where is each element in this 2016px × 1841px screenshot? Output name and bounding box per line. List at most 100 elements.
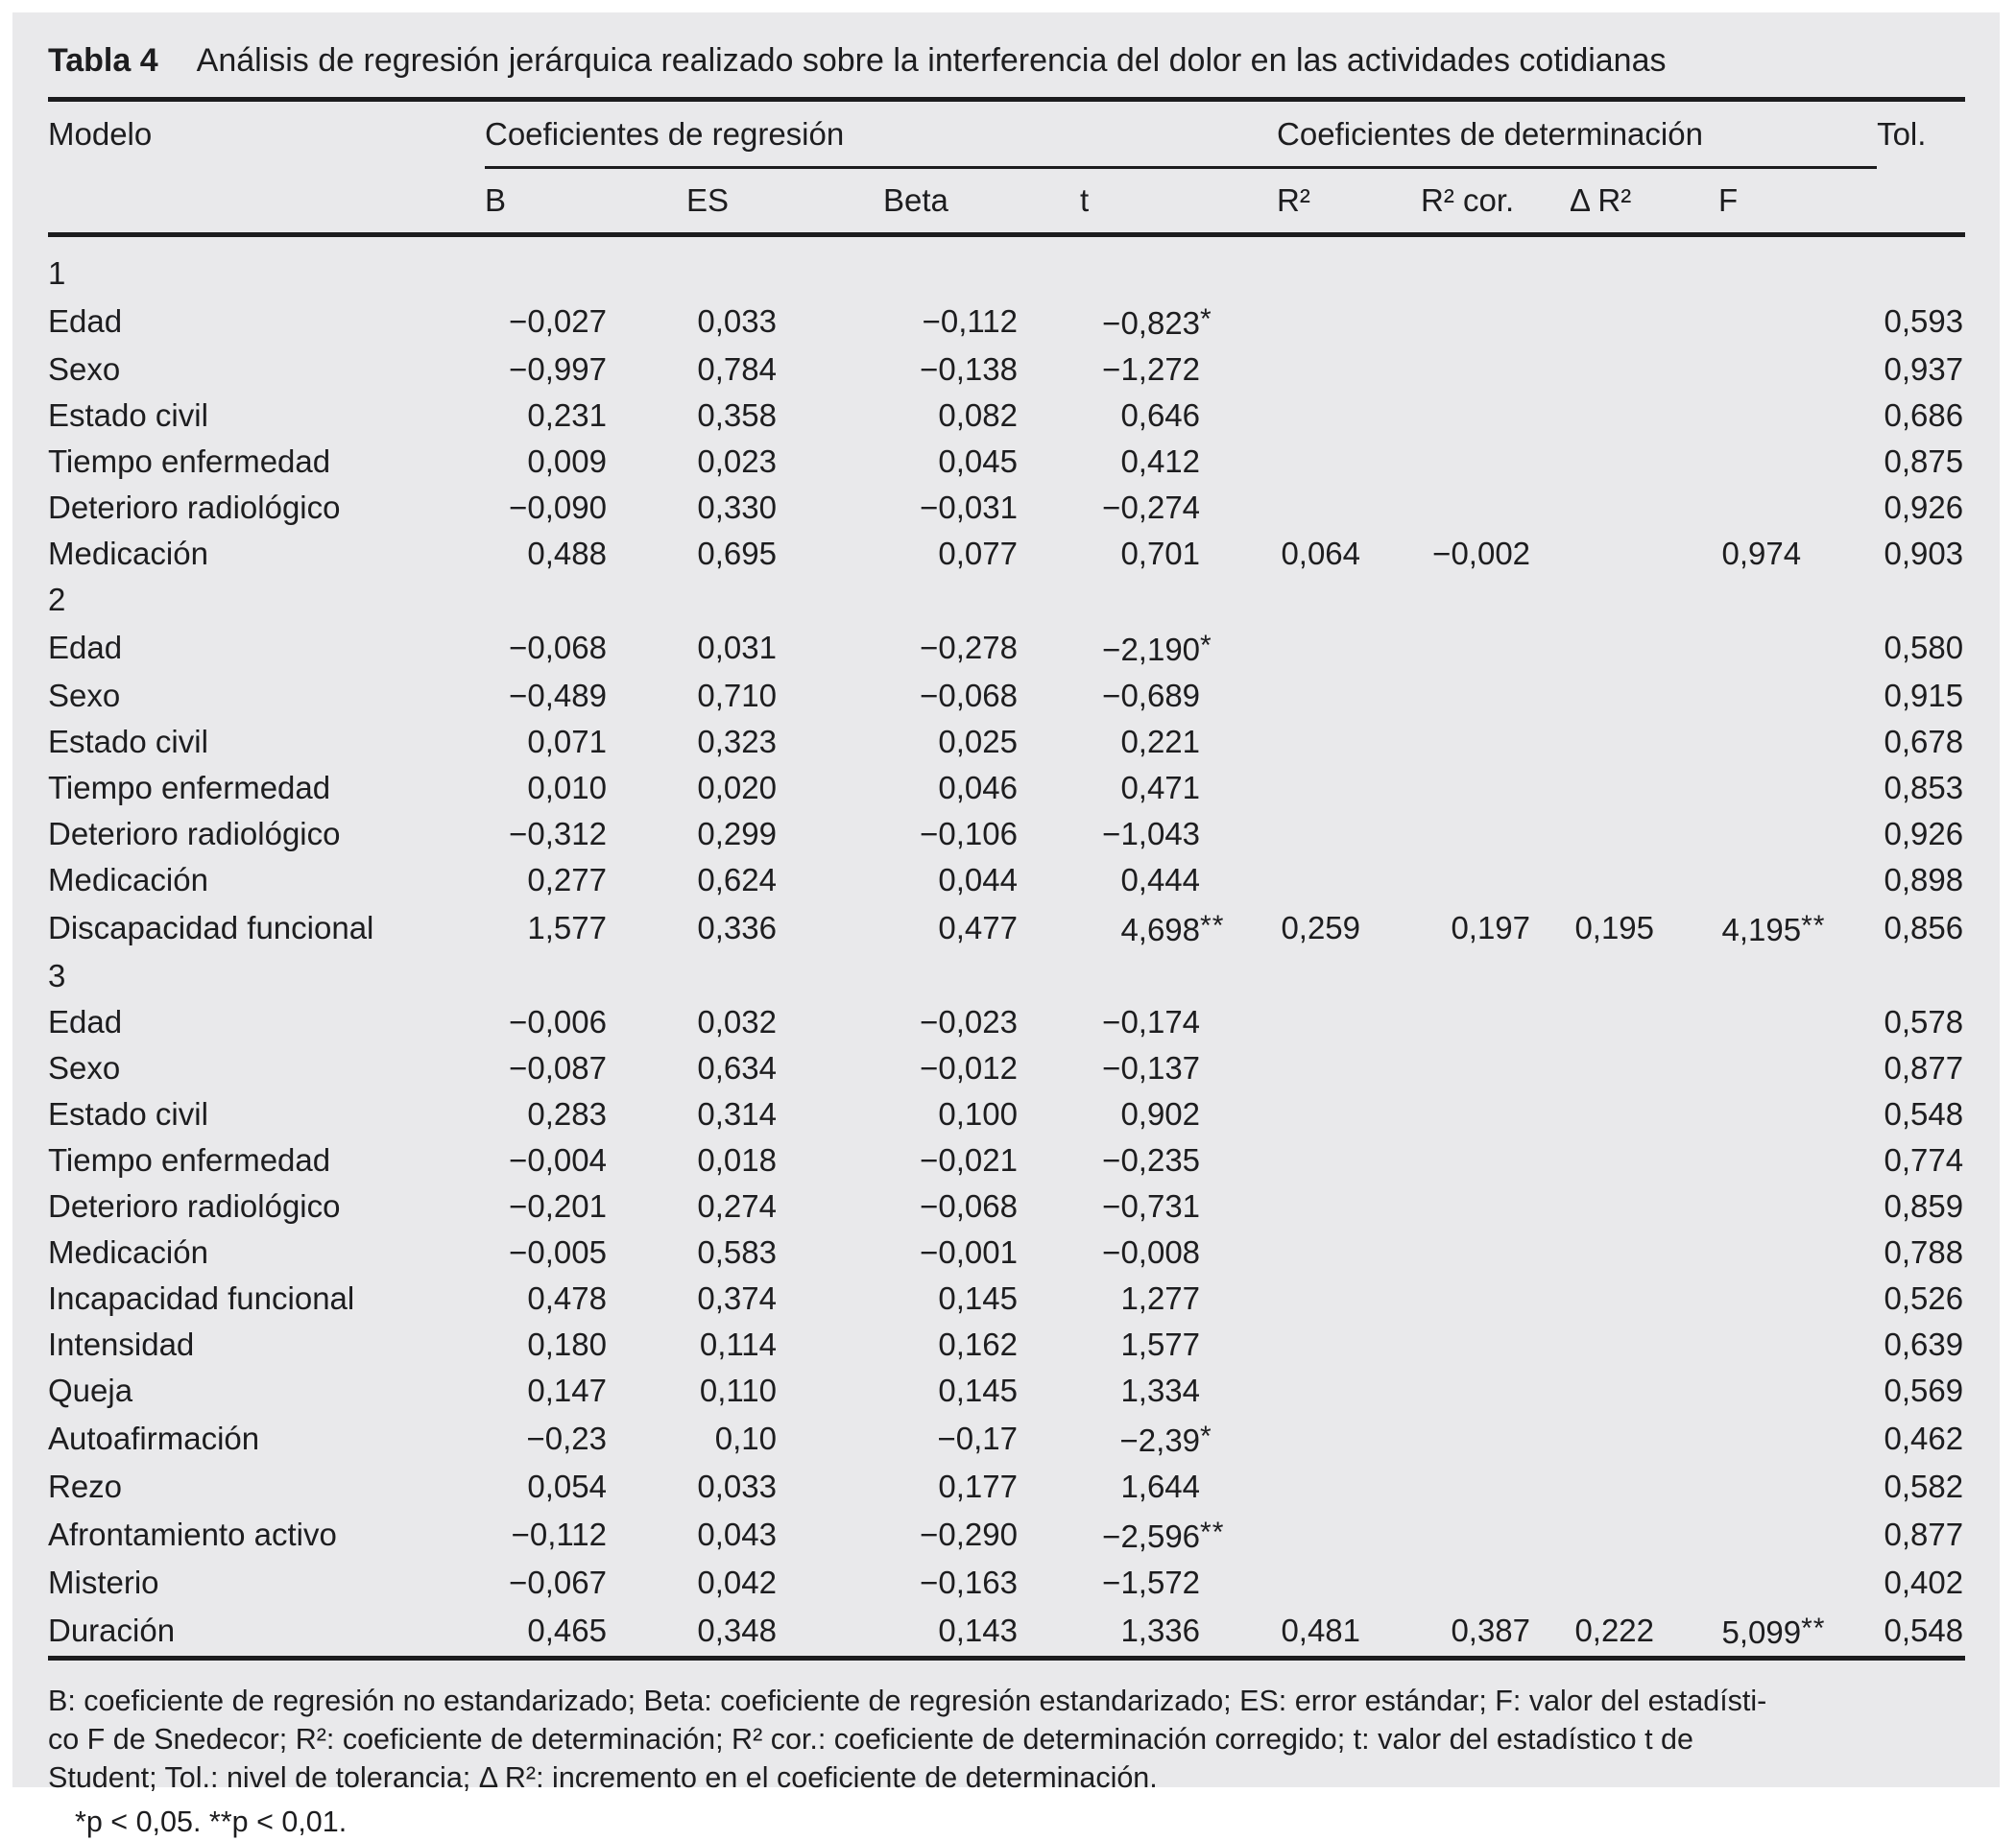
column-header-es: ES (686, 167, 883, 237)
cell-delta-r2 (1570, 485, 1718, 531)
cell-b: −0,997 (509, 351, 607, 387)
cell-es: 0,042 (697, 1565, 777, 1600)
variable-label: Medicación (48, 536, 208, 571)
cell-r2cor (1421, 1184, 1570, 1230)
table-row: Sexo −0,489 0,710 −0,068 −0,689 0,915 (48, 673, 1965, 719)
cell-es: 0,336 (697, 910, 777, 945)
cell-beta: 0,025 (938, 724, 1018, 759)
cell-r2 (1277, 1230, 1421, 1276)
table-row: Queja 0,147 0,110 0,145 1,334 0,569 (48, 1368, 1965, 1414)
model-number: 1 (48, 255, 66, 291)
cell-delta-r2 (1570, 1464, 1718, 1510)
cell-beta: −0,112 (922, 303, 1018, 339)
cell-t: 1,644 (1120, 1469, 1201, 1504)
cell-b: −0,067 (509, 1565, 607, 1600)
cell-r2cor: −0,002 (1432, 536, 1531, 571)
cell-beta: 0,162 (938, 1327, 1018, 1362)
cell-r2cor (1421, 1322, 1570, 1368)
cell-t: 0,701 (1120, 536, 1201, 571)
cell-tol: 0,903 (1884, 536, 1964, 571)
cell-beta: −0,068 (920, 678, 1018, 713)
cell-tol: 0,569 (1884, 1373, 1964, 1408)
cell-r2 (1277, 673, 1421, 719)
cell-tol: 0,678 (1884, 724, 1964, 759)
variable-label: Queja (48, 1373, 133, 1408)
cell-tol: 0,898 (1884, 862, 1964, 897)
table-row: Estado civil 0,231 0,358 0,082 0,646 0,686 (48, 393, 1965, 439)
cell-f (1718, 1560, 1877, 1606)
table-row: Deterioro radiológico −0,312 0,299 −0,106 −1… (48, 811, 1965, 857)
cell-f (1718, 1137, 1877, 1184)
cell-r2 (1277, 347, 1421, 393)
cell-es: 0,634 (697, 1050, 777, 1086)
cell-beta: −0,021 (920, 1142, 1018, 1178)
variable-label: Estado civil (48, 397, 208, 433)
table-row: Medicación −0,005 0,583 −0,001 −0,008 0,788 (48, 1230, 1965, 1276)
variable-label: Duración (48, 1613, 176, 1648)
variable-label: Afrontamiento activo (48, 1517, 337, 1552)
cell-t: −0,823* (1102, 303, 1212, 341)
cell-t: 1,336 (1120, 1613, 1201, 1648)
cell-r2cor (1421, 765, 1570, 811)
cell-f (1718, 857, 1877, 903)
cell-r2 (1277, 439, 1421, 485)
cell-r2 (1277, 485, 1421, 531)
cell-r2cor (1421, 1045, 1570, 1091)
variable-label: Misterio (48, 1565, 159, 1600)
cell-tol: 0,593 (1884, 303, 1964, 339)
cell-r2cor (1421, 1464, 1570, 1510)
cell-beta: −0,012 (920, 1050, 1018, 1086)
cell-es: 0,358 (697, 397, 777, 433)
cell-delta-r2 (1570, 1560, 1718, 1606)
cell-tol: 0,548 (1884, 1096, 1964, 1132)
table-header: Modelo Coeficientes de regresión Coefici… (48, 102, 1966, 237)
cell-t: −1,572 (1102, 1565, 1201, 1600)
cell-b: 0,009 (527, 443, 607, 479)
cell-delta-r2 (1570, 393, 1718, 439)
column-header-t: t (1080, 167, 1278, 237)
cell-delta-r2 (1570, 297, 1718, 347)
subheader-spacer (1877, 167, 1966, 237)
table-row: Afrontamiento activo −0,112 0,043 −0,290 −2,… (48, 1510, 1965, 1560)
cell-delta-r2 (1570, 1045, 1718, 1091)
cell-t: −0,731 (1102, 1188, 1201, 1224)
variable-label: Sexo (48, 351, 121, 387)
cell-tol: 0,926 (1884, 816, 1964, 851)
cell-r2: 0,064 (1281, 536, 1361, 571)
cell-es: 0,330 (697, 490, 777, 525)
cell-r2cor (1421, 999, 1570, 1045)
cell-r2cor (1421, 857, 1570, 903)
cell-r2: 0,481 (1281, 1613, 1361, 1648)
table-row: Estado civil 0,283 0,314 0,100 0,902 0,548 (48, 1091, 1965, 1137)
cell-es: 0,020 (697, 770, 777, 805)
cell-delta-r2 (1570, 347, 1718, 393)
cell-es: 0,695 (697, 536, 777, 571)
cell-r2cor (1421, 393, 1570, 439)
cell-b: −0,489 (509, 678, 607, 713)
cell-r2 (1277, 857, 1421, 903)
table-row: Incapacidad funcional 0,478 0,374 0,145 1,27… (48, 1276, 1965, 1322)
cell-b: 0,231 (527, 397, 607, 433)
cell-es: 0,314 (697, 1096, 777, 1132)
cell-r2cor (1421, 485, 1570, 531)
footnote-line: Student; Tol.: nivel de tolerancia; Δ R²… (48, 1761, 1158, 1794)
table-row: Edad −0,027 0,033 −0,112 −0,823* 0,593 (48, 297, 1965, 347)
table-row: Sexo −0,997 0,784 −0,138 −1,272 0,937 (48, 347, 1965, 393)
cell-es: 0,10 (714, 1421, 777, 1456)
cell-b: 0,147 (527, 1373, 607, 1408)
cell-t: 0,902 (1120, 1096, 1201, 1132)
cell-b: 1,577 (527, 910, 607, 945)
cell-beta: −0,163 (920, 1565, 1018, 1600)
variable-label: Deterioro radiológico (48, 816, 341, 851)
cell-delta-r2 (1570, 623, 1718, 673)
cell-tol: 0,639 (1884, 1327, 1964, 1362)
cell-delta-r2 (1570, 1184, 1718, 1230)
variable-label: Deterioro radiológico (48, 490, 341, 525)
cell-f (1718, 719, 1877, 765)
variable-label: Incapacidad funcional (48, 1280, 355, 1316)
cell-r2 (1277, 1510, 1421, 1560)
table-row: Deterioro radiológico −0,090 0,330 −0,031 −0… (48, 485, 1965, 531)
table-row: Rezo 0,054 0,033 0,177 1,644 0,582 (48, 1464, 1965, 1510)
header-tol: Tol. (1877, 116, 1927, 153)
cell-r2: 0,259 (1281, 910, 1361, 945)
